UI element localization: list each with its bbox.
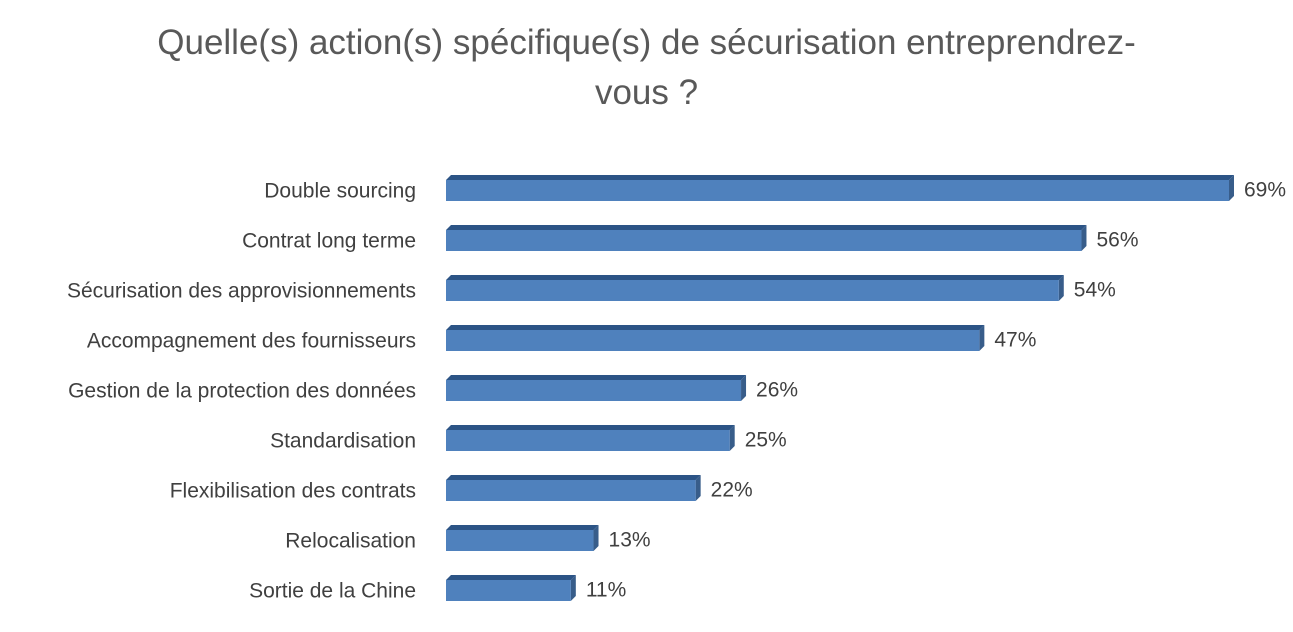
bars-layer: Double sourcing 69% Contrat long terme 56% S… [67,175,1286,603]
bar [446,430,730,451]
category-label: Contrat long terme [242,230,416,253]
category-label: Sécurisation des approvisionnements [67,280,416,303]
bar [446,230,1082,251]
bar-side [729,425,735,451]
data-label: 54% [1074,279,1116,302]
bar-top [446,275,1064,280]
category-label: Flexibilisation des contrats [170,480,416,503]
bar-top [446,525,599,530]
category-label: Gestion de la protection des données [68,380,416,403]
chart-title-line-2: vous ? [594,73,699,112]
bar-group: Double sourcing 69% [264,175,1286,203]
bar-top [446,225,1087,230]
bar-group: Flexibilisation des contrats 22% [170,475,753,503]
bar-group: Gestion de la protection des données 26% [68,375,798,403]
bar-group: Relocalisation 13% [285,525,651,553]
bar-side [1058,275,1064,301]
bar-side [1229,175,1234,201]
chart-title-line-1: Quelle(s) action(s) spécifique(s) de séc… [157,23,1136,62]
data-label: 22% [711,479,753,502]
bar [446,180,1229,201]
bar-top [446,175,1234,180]
chart-title: Quelle(s) action(s) spécifique(s) de séc… [0,18,1293,118]
bar-side [741,375,747,401]
bar [446,530,594,551]
bar-top [446,575,576,580]
data-label: 13% [609,529,651,552]
data-label: 69% [1244,179,1286,202]
data-label: 26% [756,379,798,402]
bar-group: Contrat long terme 56% [242,225,1139,253]
bar-side [570,575,576,601]
bar [446,480,696,501]
bar-side [593,525,599,551]
bar [446,580,571,601]
data-label: 56% [1096,229,1138,252]
category-label: Sortie de la Chine [249,580,416,603]
category-label: Accompagnement des fournisseurs [87,330,416,353]
bar-top [446,325,985,330]
bar-top [446,425,735,430]
bar [446,280,1059,301]
bar-group: Standardisation 25% [270,425,787,453]
bar-group: Accompagnement des fournisseurs 47% [87,325,1036,353]
bar-top [446,375,747,380]
data-label: 25% [745,429,787,452]
bar-side [1081,225,1087,251]
category-label: Double sourcing [264,180,416,203]
bar-side [979,325,985,351]
bar-group: Sortie de la Chine 11% [249,575,626,603]
data-label: 11% [586,579,626,602]
bar-top [446,475,701,480]
category-label: Relocalisation [285,530,416,553]
bar-side [695,475,701,501]
data-label: 47% [994,329,1036,352]
bar [446,380,742,401]
bar-group: Sécurisation des approvisionnements 54% [67,275,1116,303]
bar [446,330,980,351]
category-label: Standardisation [270,430,416,453]
